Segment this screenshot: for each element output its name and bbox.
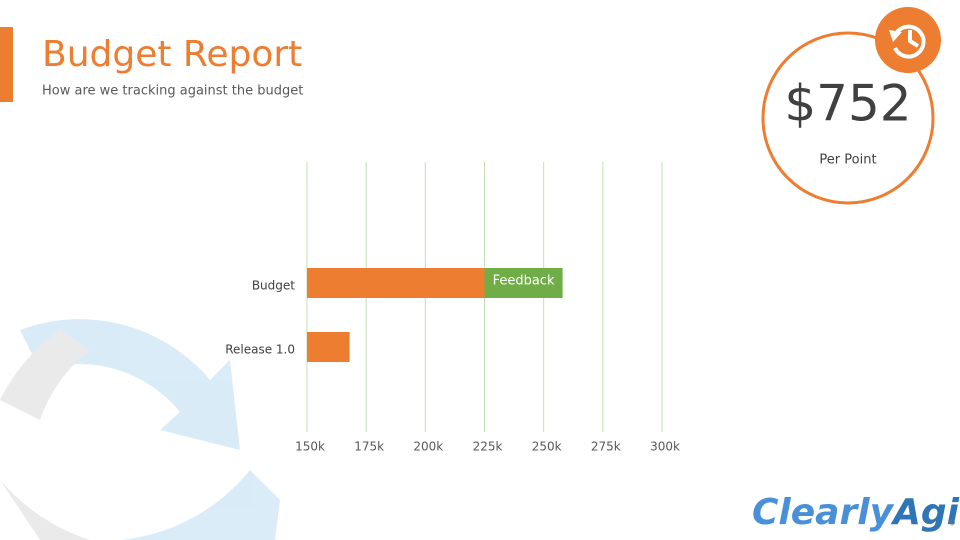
logo-copyright: © bbox=[948, 519, 956, 528]
bar bbox=[484, 268, 563, 298]
chart: 150k 175k 200k 225k 250k 275k 300k Budget Feedba… bbox=[225, 162, 680, 454]
logo: ClearlyAgile bbox=[752, 492, 960, 533]
y-tick-label: Release 1.0 bbox=[225, 343, 295, 357]
x-tick-label: 275k bbox=[591, 440, 621, 454]
slide-subtitle: How are we tracking against the budget bbox=[42, 84, 303, 99]
slide-title: Budget Report bbox=[42, 34, 302, 75]
bar bbox=[307, 268, 485, 298]
x-tick-label: 300k bbox=[650, 440, 680, 454]
x-tick-label: 150k bbox=[295, 440, 325, 454]
bar bbox=[307, 332, 350, 362]
accent-bar bbox=[0, 27, 13, 102]
kpi-ring bbox=[761, 31, 935, 205]
series-label: Feedback bbox=[493, 274, 555, 289]
background-arrows bbox=[0, 319, 280, 540]
history-glyph bbox=[893, 24, 926, 59]
kpi-value: $752 bbox=[784, 75, 911, 133]
x-tick-label: 250k bbox=[532, 440, 562, 454]
kpi-label: Per Point bbox=[819, 153, 876, 168]
x-tick-label: 225k bbox=[473, 440, 503, 454]
y-tick-label: Budget bbox=[252, 279, 295, 293]
x-tick-label: 200k bbox=[413, 440, 443, 454]
logo-first: Clearly bbox=[752, 492, 895, 533]
x-tick-label: 175k bbox=[354, 440, 384, 454]
logo-second: Agile bbox=[890, 492, 960, 533]
history-arrow bbox=[889, 30, 902, 42]
